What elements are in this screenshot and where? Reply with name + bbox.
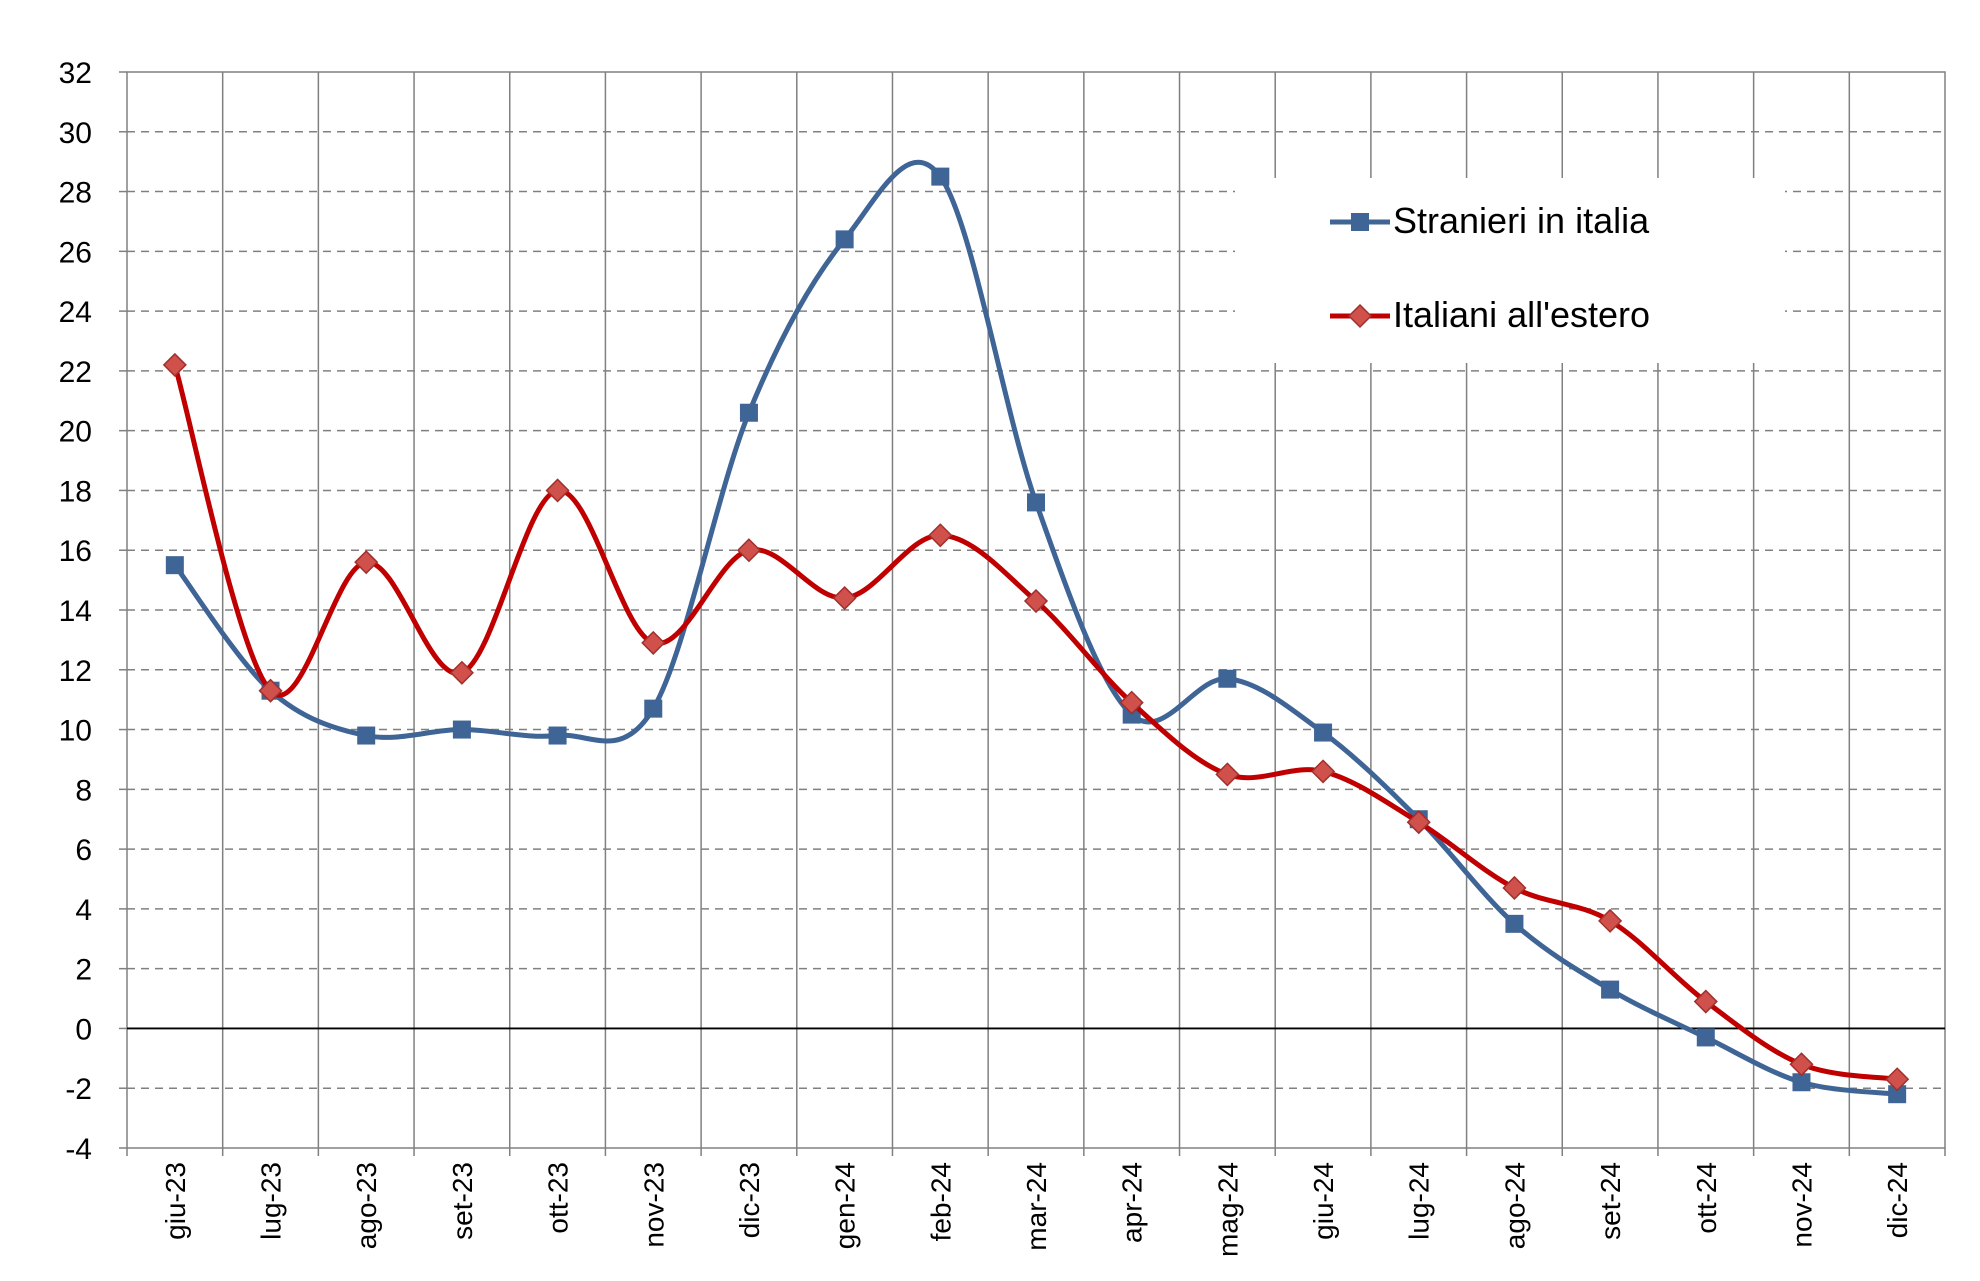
data-point-italiani: [736, 538, 762, 563]
y-tick-label: 12: [59, 655, 92, 688]
data-point-stranieri: [452, 720, 471, 739]
data-point-italiani: [832, 585, 857, 611]
data-point-stranieri: [165, 556, 184, 575]
data-point-italiani: [354, 550, 379, 575]
y-tick-label: -2: [65, 1073, 92, 1106]
y-tick-label: -4: [65, 1133, 92, 1166]
x-tick-label: nov-24: [1786, 1162, 1817, 1248]
legend-marker-stranieri: [1351, 213, 1369, 231]
legend-label-stranieri: Stranieri in italia: [1393, 200, 1650, 241]
data-point-stranieri: [1314, 723, 1333, 742]
data-point-stranieri: [1027, 493, 1045, 512]
y-tick-label: 26: [59, 236, 92, 269]
x-tick-label: lug-24: [1404, 1162, 1435, 1240]
series-line-stranieri: [172, 159, 1898, 1097]
data-point-stranieri: [1218, 669, 1237, 688]
legend-background: [1235, 178, 1785, 363]
data-point-italiani: [1119, 690, 1144, 715]
x-tick-label: dic-23: [734, 1162, 765, 1238]
x-tick-label: mag-24: [1212, 1162, 1243, 1257]
y-tick-label: 6: [75, 834, 92, 867]
x-tick-label: feb-24: [925, 1162, 956, 1241]
data-point-stranieri: [1696, 1028, 1715, 1047]
data-point-italiani: [162, 352, 187, 377]
data-point-italiani: [1406, 810, 1431, 835]
y-tick-label: 24: [59, 296, 92, 329]
data-point-stranieri: [1601, 980, 1620, 999]
y-tick-label: 0: [75, 1013, 92, 1046]
data-point-italiani: [1693, 989, 1718, 1014]
x-tick-label: ott-23: [543, 1162, 574, 1234]
y-tick-label: 10: [59, 715, 92, 748]
y-tick-label: 32: [59, 57, 92, 90]
y-tick-label: 28: [59, 177, 92, 210]
data-point-stranieri: [739, 403, 758, 422]
data-point-italiani: [1885, 1067, 1910, 1092]
data-point-stranieri: [1505, 914, 1524, 933]
y-tick-label: 2: [75, 954, 92, 987]
y-tick-label: 16: [59, 535, 92, 568]
x-tick-label: giu-23: [160, 1162, 191, 1240]
y-tick-label: 20: [59, 416, 92, 449]
data-point-italiani: [1310, 759, 1336, 784]
data-point-italiani: [1215, 762, 1240, 787]
data-point-stranieri: [548, 726, 567, 745]
data-point-italiani: [1789, 1052, 1814, 1077]
data-point-italiani: [1502, 875, 1527, 901]
x-tick-label: mar-24: [1021, 1162, 1052, 1251]
x-tick-label: giu-24: [1308, 1162, 1339, 1240]
x-tick-label: apr-24: [1117, 1162, 1148, 1243]
y-tick-label: 18: [59, 475, 92, 508]
data-point-stranieri: [1888, 1085, 1907, 1104]
legend-item-italiani: Italiani all'estero: [1330, 294, 1650, 335]
y-tick-label: 8: [75, 774, 92, 807]
data-point-stranieri: [357, 726, 376, 745]
y-tick-label: 30: [59, 117, 92, 150]
legend: Stranieri in italia Italiani all'estero: [1235, 178, 1785, 363]
x-tick-label: ago-23: [351, 1162, 382, 1249]
x-tick-label: gen-24: [830, 1162, 861, 1249]
data-point-italiani: [1598, 908, 1623, 933]
y-tick-label: 4: [75, 894, 92, 927]
data-point-italiani: [1023, 588, 1049, 614]
data-point-stranieri: [644, 699, 663, 718]
y-tick-label: 22: [59, 356, 92, 389]
x-tick-label: nov-23: [638, 1162, 669, 1248]
x-tick-label: lug-23: [256, 1162, 287, 1240]
data-point-stranieri: [931, 167, 950, 186]
legend-marker-italiani: [1347, 303, 1373, 329]
legend-item-stranieri: Stranieri in italia: [1330, 200, 1650, 241]
data-point-stranieri: [1792, 1073, 1811, 1092]
data-point-italiani: [449, 660, 474, 685]
data-point-italiani: [641, 630, 666, 655]
x-tick-label: dic-24: [1882, 1162, 1913, 1238]
grid: [127, 72, 1945, 1148]
data-point-italiani: [545, 478, 570, 503]
series-layer: [162, 159, 1910, 1104]
data-point-italiani: [258, 678, 283, 703]
x-tick-label: ott-24: [1691, 1162, 1722, 1234]
data-point-stranieri: [835, 230, 854, 249]
data-point-italiani: [928, 523, 953, 548]
y-tick-label: 14: [59, 595, 92, 628]
x-tick-label: set-24: [1595, 1162, 1626, 1240]
series-italiani: [162, 352, 1910, 1092]
x-tick-label: ago-24: [1499, 1162, 1530, 1249]
x-tick-label: set-23: [447, 1162, 478, 1240]
legend-label-italiani: Italiani all'estero: [1393, 294, 1650, 335]
